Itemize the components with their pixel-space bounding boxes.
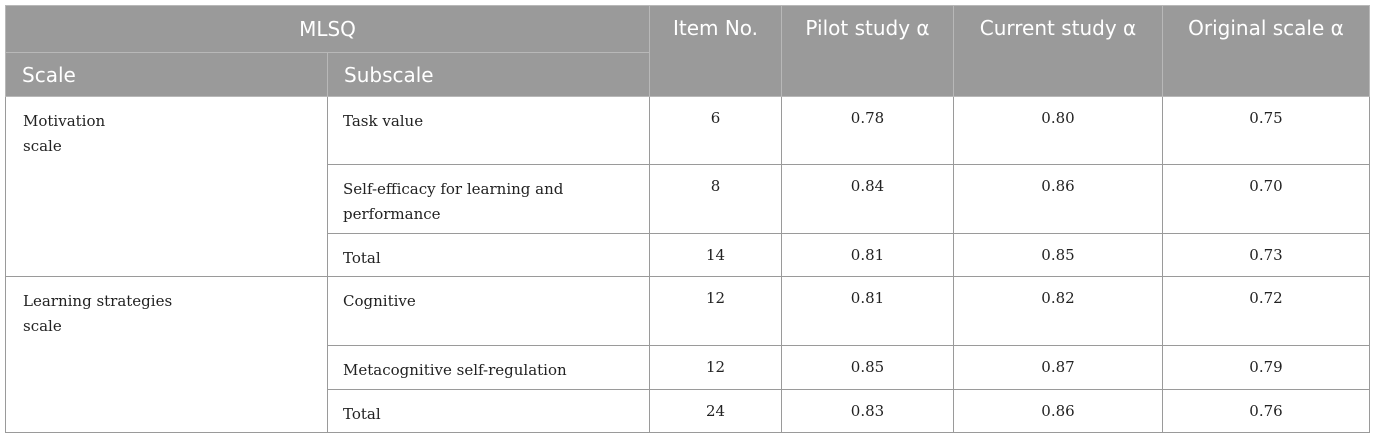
item-no-cell: 8 xyxy=(649,164,782,234)
pilot-alpha-cell: 0.81 xyxy=(781,233,954,277)
table-row: Metacognitive self-regulation 12 0.85 0.… xyxy=(6,345,1370,390)
subscale-cell: Total xyxy=(327,389,650,433)
scale-label: Learning strategies scale xyxy=(23,292,173,335)
subscale-cell: Metacognitive self-regulation xyxy=(327,345,650,390)
header-current-alpha: Current study α xyxy=(953,5,1163,97)
header-original-alpha: Original scale α xyxy=(1162,5,1370,97)
subscale-cell: Total xyxy=(327,233,650,277)
reliability-table: MLSQ Item No. Pilot study α Current stud… xyxy=(5,5,1370,433)
header-pilot-alpha: Pilot study α xyxy=(781,5,954,97)
item-no-cell: 14 xyxy=(649,233,782,277)
table-row: Motivation scale Task value 6 0.78 0.80 … xyxy=(5,96,1370,277)
pilot-alpha-cell: 0.84 xyxy=(781,164,954,234)
current-alpha-cell: 0.86 xyxy=(953,164,1163,234)
header-subscale: Subscale xyxy=(327,52,650,97)
scale-cell-learning-strategies: Learning strategies scale xyxy=(5,276,328,433)
subscale-label: Self-efficacy for learning and performan… xyxy=(343,180,564,223)
original-alpha-cell: 0.70 xyxy=(1162,164,1370,234)
original-alpha-cell: 0.76 xyxy=(1162,389,1370,433)
item-no-cell: 12 xyxy=(649,345,782,390)
subscale-cell: Cognitive xyxy=(327,276,650,346)
item-no-cell: 24 xyxy=(649,389,782,433)
current-alpha-cell: 0.82 xyxy=(953,276,1163,346)
current-alpha-cell: 0.85 xyxy=(953,233,1163,277)
original-alpha-cell: 0.72 xyxy=(1162,276,1370,346)
pilot-alpha-cell: 0.78 xyxy=(781,96,954,165)
header-row: MLSQ Item No. Pilot study α Current stud… xyxy=(5,5,1370,97)
subheader-row: Scale Subscale xyxy=(5,52,1370,97)
current-alpha-cell: 0.80 xyxy=(953,96,1163,165)
table-row: Total 14 0.81 0.85 0.73 xyxy=(6,233,1370,277)
current-alpha-cell: 0.86 xyxy=(953,389,1163,433)
scale-label: Motivation scale xyxy=(23,112,106,155)
header-mlsq: MLSQ xyxy=(5,5,650,53)
subscale-cell: Task value xyxy=(327,96,650,165)
current-alpha-cell: 0.87 xyxy=(953,345,1163,390)
original-alpha-cell: 0.75 xyxy=(1162,96,1370,165)
pilot-alpha-cell: 0.81 xyxy=(781,276,954,346)
pilot-alpha-cell: 0.85 xyxy=(781,345,954,390)
header-scale: Scale xyxy=(5,52,328,97)
original-alpha-cell: 0.73 xyxy=(1162,233,1370,277)
table-row: Learning strategies scale Cognitive 12 0… xyxy=(5,276,1370,433)
item-no-cell: 6 xyxy=(649,96,782,165)
pilot-alpha-cell: 0.83 xyxy=(781,389,954,433)
item-no-cell: 12 xyxy=(649,276,782,346)
subscale-cell: Self-efficacy for learning and performan… xyxy=(327,164,650,234)
original-alpha-cell: 0.79 xyxy=(1162,345,1370,390)
scale-cell-motivation: Motivation scale xyxy=(5,96,328,277)
header-item-no: Item No. xyxy=(649,5,782,97)
